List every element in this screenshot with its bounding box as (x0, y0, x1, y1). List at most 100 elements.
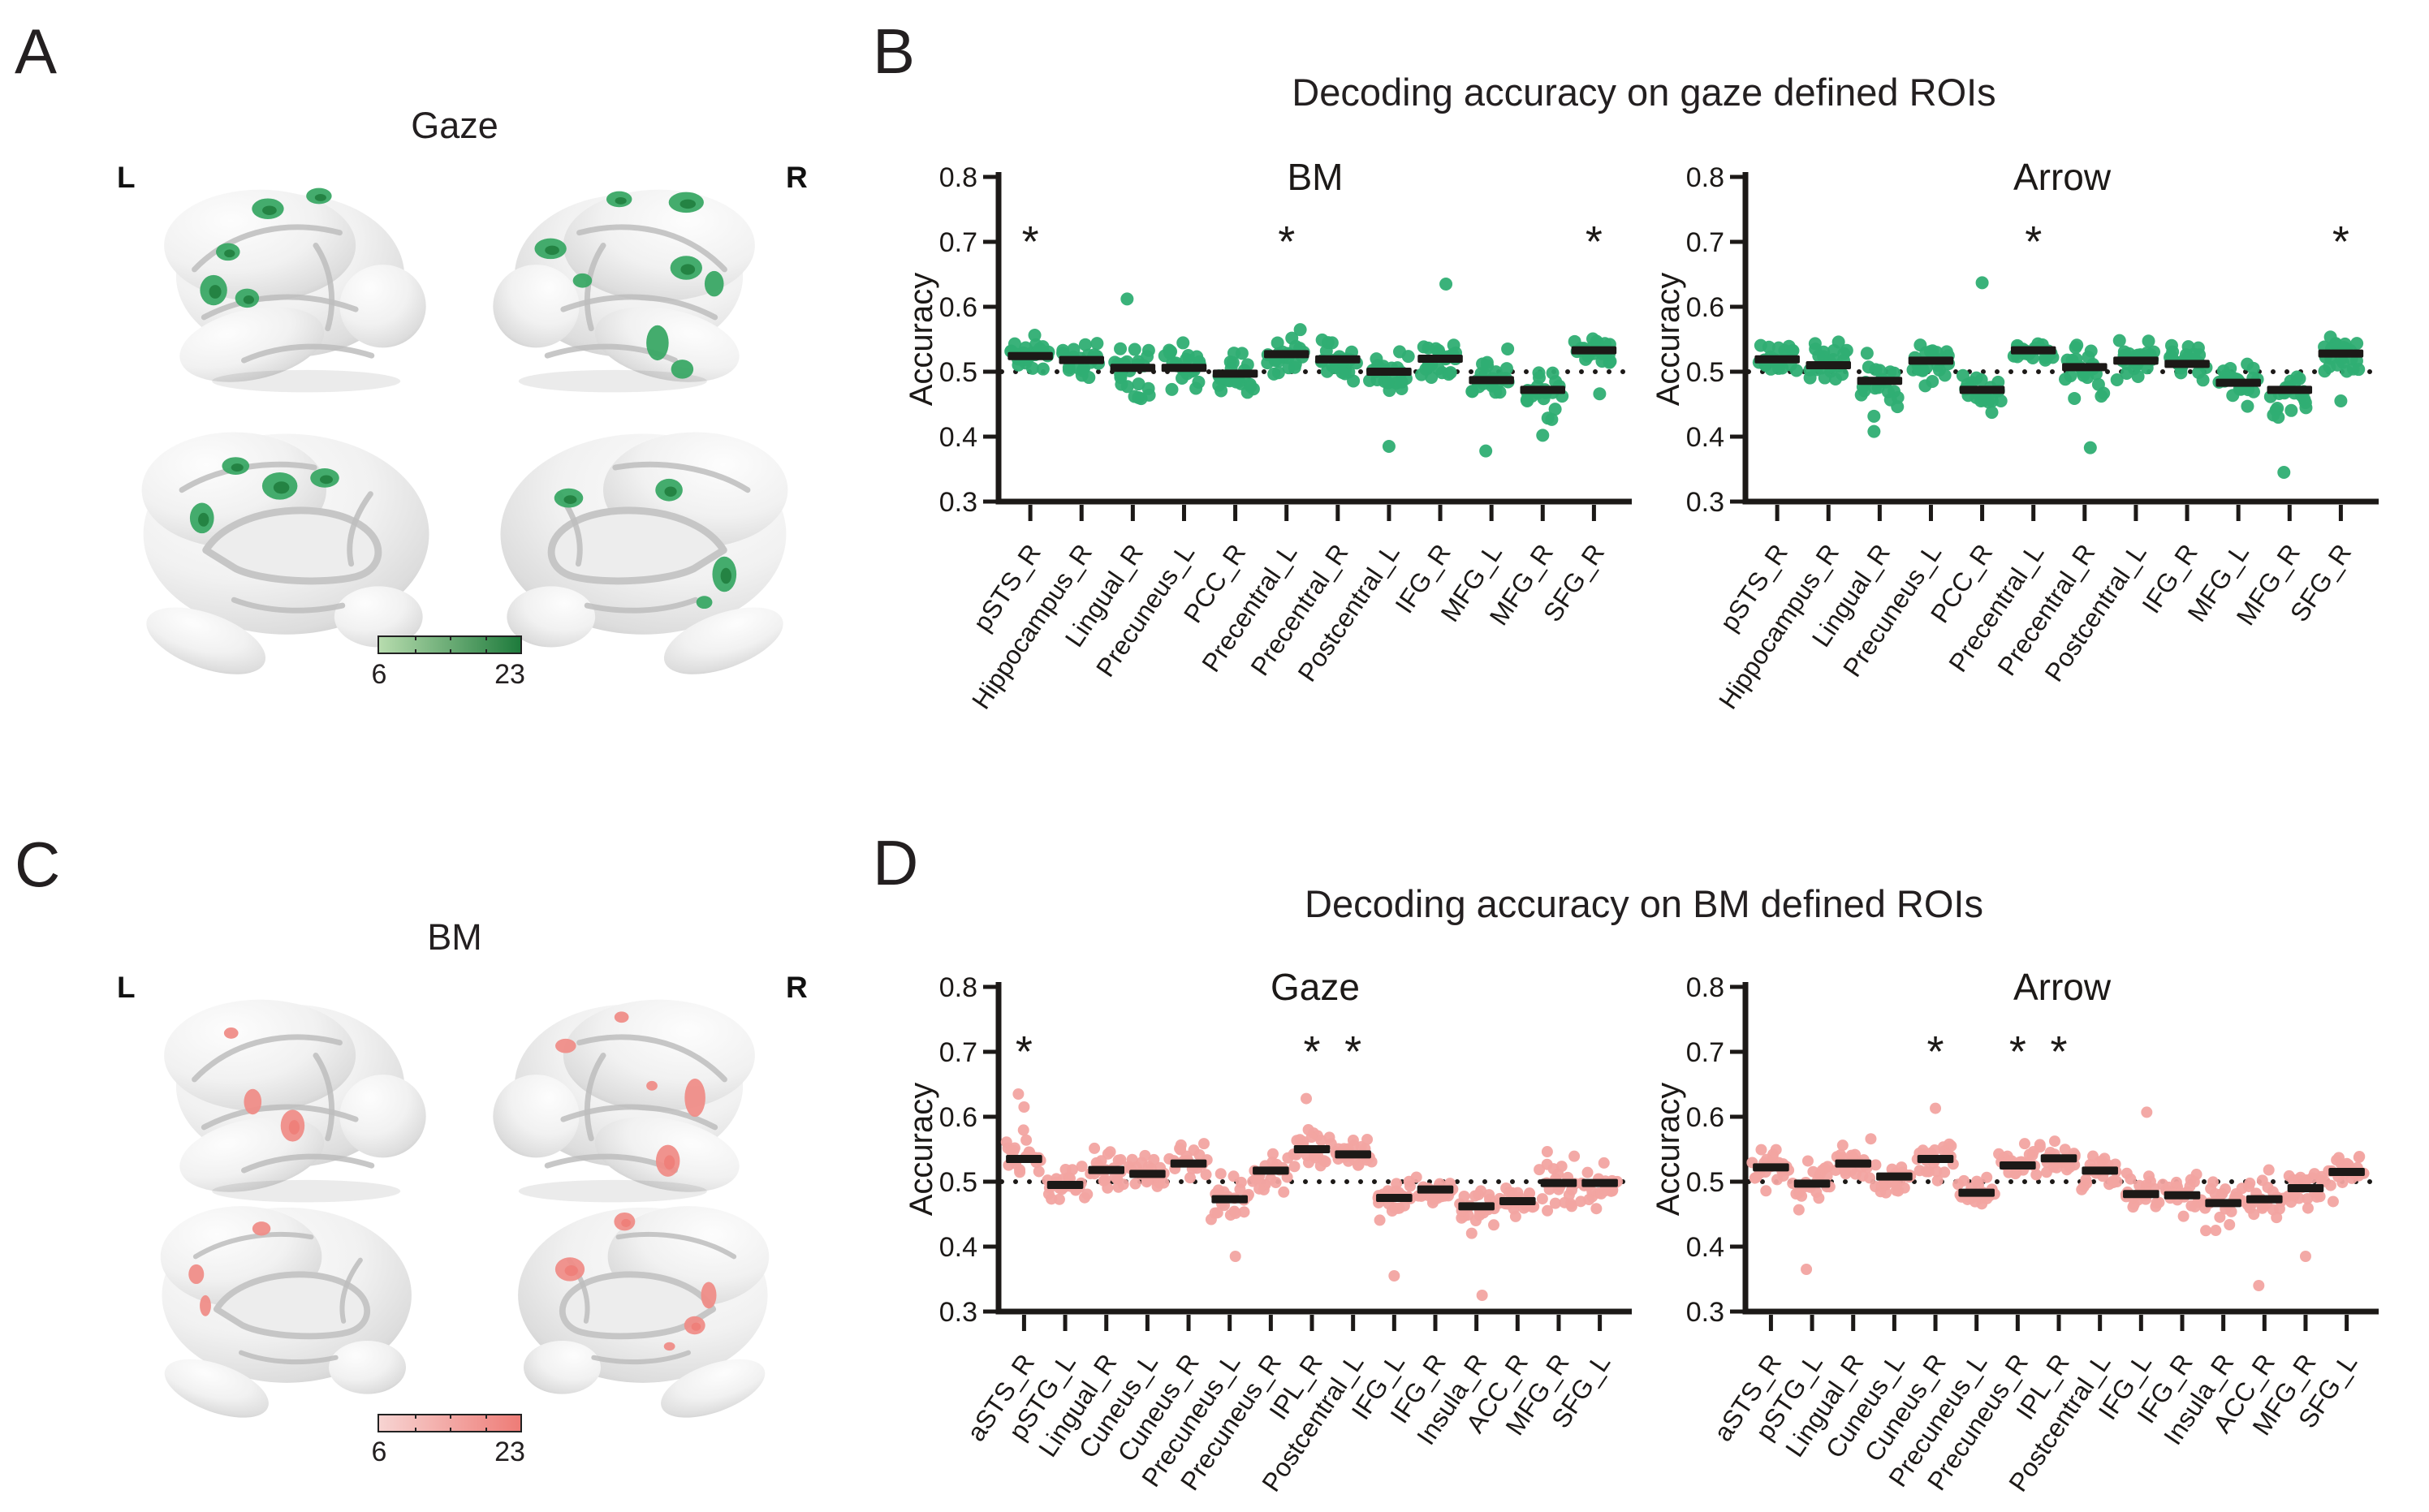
data-point (2144, 1175, 2156, 1187)
data-point (1410, 1171, 1422, 1183)
data-point (1132, 377, 1145, 391)
data-point (1211, 1207, 1223, 1219)
data-point (1568, 1150, 1581, 1162)
y-tick-label: 0.5 (1686, 357, 1724, 388)
y-tick-label: 0.4 (939, 1232, 977, 1263)
mean-bar (2205, 1199, 2241, 1208)
data-point (1969, 1195, 1981, 1208)
data-point (1370, 352, 1383, 366)
data-point-outlier (2334, 394, 2348, 407)
roi-blob-core (314, 194, 326, 201)
mean-bar (1520, 386, 1566, 394)
roi-blob-core (198, 512, 209, 527)
data-point (1541, 1146, 1553, 1158)
data-point-outlier (1382, 440, 1396, 453)
data-point (1864, 1172, 1876, 1184)
roi-blob (572, 273, 593, 288)
b-bm-plot: BMAccuracy0.30.40.50.60.70.8pSTS_RHippoc… (904, 156, 1633, 714)
data-point (2273, 1203, 2285, 1215)
roi-blob-core (564, 1265, 578, 1277)
data-point (2034, 1139, 2046, 1151)
chart-b-bm: BM Accuracy 0.3 0.4 0.5 0.6 0.7 0.8 pSTS_R Hippoc… (904, 138, 1640, 739)
roi-blob-core (664, 486, 677, 497)
data-point (1869, 363, 1883, 377)
y-axis-label: Accuracy (904, 1083, 939, 1217)
significance-asterisk: * (2009, 1027, 2026, 1076)
data-point (1883, 393, 1897, 407)
data-point (2189, 1200, 2201, 1213)
mean-bar (1581, 1178, 1618, 1187)
y-tick-label: 0.8 (939, 972, 977, 1003)
y-tick-label: 0.6 (939, 292, 977, 323)
data-point (1845, 1149, 1857, 1161)
data-point (1046, 1193, 1058, 1205)
data-point (1381, 376, 1395, 390)
data-point-outlier (1301, 1092, 1313, 1105)
data-point (2164, 338, 2178, 352)
data-point (1014, 1166, 1026, 1178)
roi-blob-core (664, 1155, 675, 1170)
data-point (1501, 342, 1515, 355)
data-point (2256, 1174, 2268, 1187)
data-point (1398, 1200, 1410, 1212)
data-point (2076, 1183, 2088, 1195)
data-point (1985, 394, 1999, 408)
mean-bar (2082, 1166, 2118, 1175)
data-point-outlier (1479, 444, 1493, 458)
data-point (2324, 1179, 2336, 1191)
data-point (1089, 1142, 1101, 1154)
mean-bar (1417, 1185, 1454, 1194)
data-point (2332, 1152, 2345, 1164)
data-point (1828, 373, 1842, 386)
data-point (2350, 337, 2364, 351)
brain-surface (493, 189, 755, 393)
mean-bar (1366, 368, 1412, 376)
data-point (1790, 1187, 1802, 1200)
mean-bar (1417, 355, 1463, 363)
mean-bar (1212, 369, 1258, 378)
data-point (2121, 1167, 2133, 1179)
data-point (2177, 1210, 2190, 1222)
data-point-outlier (1018, 1101, 1030, 1113)
data-point (2170, 1176, 2182, 1188)
mean-bar (1793, 1179, 1831, 1188)
colorbar-gaze (378, 635, 522, 654)
data-point (1176, 336, 1190, 350)
significance-asterisk: * (2332, 218, 2349, 266)
data-point-outlier (1388, 1270, 1400, 1282)
data-point (1607, 1185, 1619, 1197)
y-tick-label: 0.8 (1686, 162, 1724, 193)
y-tick-label: 0.7 (1686, 227, 1724, 258)
data-point (2284, 403, 2298, 417)
mean-bar (1499, 1197, 1536, 1205)
y-tick-label: 0.8 (1686, 972, 1724, 1003)
data-point (1007, 337, 1021, 351)
significance-asterisk: * (1016, 1027, 1033, 1076)
data-point (1469, 1190, 1481, 1202)
data-point (1923, 345, 1937, 359)
data-point (1193, 1149, 1206, 1161)
mean-bar (1293, 1145, 1331, 1153)
brain-medial-left (114, 404, 467, 680)
data-point (1883, 365, 1897, 379)
roi-blob (188, 1264, 205, 1285)
data-point (2340, 364, 2353, 378)
mean-bar (2164, 1191, 2201, 1200)
mean-bar (1857, 377, 1903, 386)
d-arrow-plot: ArrowAccuracy0.30.40.50.60.70.8aSTS_RpST… (1650, 966, 2379, 1497)
brain-medial-left (114, 1187, 467, 1418)
mean-bar (1007, 351, 1053, 360)
y-tick-label: 0.5 (939, 1167, 977, 1198)
mean-bar (1253, 1166, 1289, 1175)
data-point (1033, 1165, 1045, 1178)
data-point (1320, 364, 1334, 378)
data-point (2082, 350, 2095, 364)
data-point (1062, 363, 1076, 377)
data-point (1098, 1174, 1110, 1187)
data-point (1545, 412, 1559, 426)
data-point (2226, 389, 2240, 403)
data-point (1542, 1204, 1554, 1217)
data-point (1488, 1219, 1500, 1231)
data-point-outlier (2253, 1280, 2265, 1291)
data-point (1393, 345, 1407, 359)
